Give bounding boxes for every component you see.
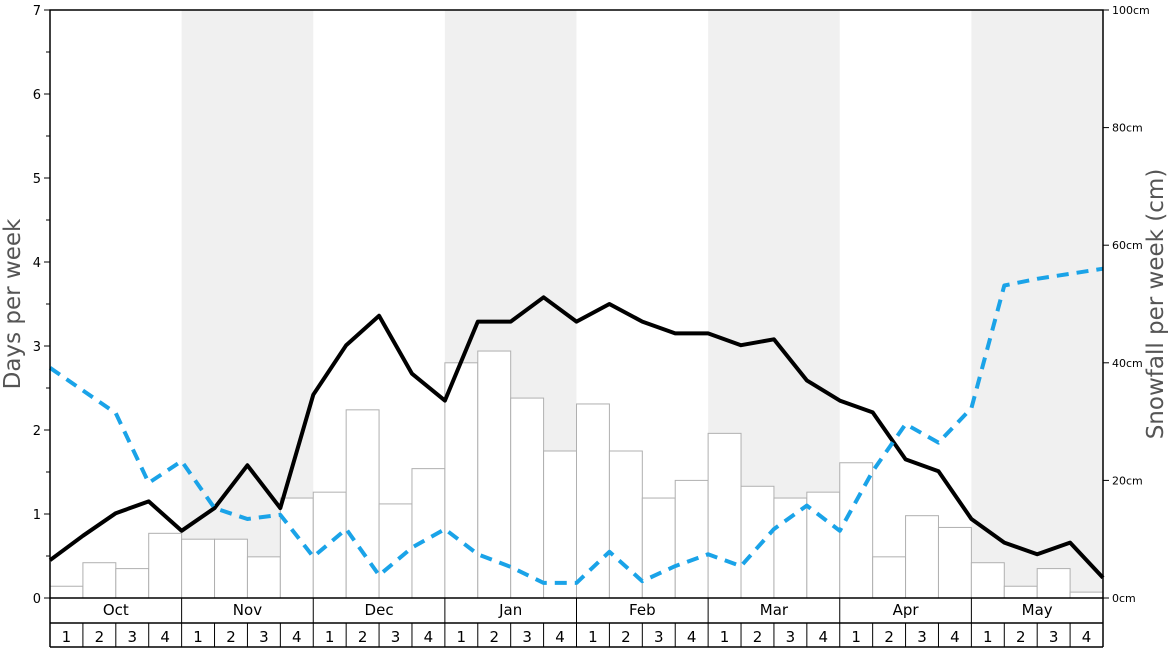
week-label: 3 [522, 628, 532, 646]
week-label: 2 [226, 628, 236, 646]
left-tick-label: 0 [33, 592, 41, 607]
snowfall-bar [707, 432, 742, 599]
snowfall-bar [641, 497, 676, 599]
snowfall-bar [773, 497, 808, 599]
week-label: 2 [884, 628, 894, 646]
month-label: Nov [233, 601, 262, 619]
week-label: 1 [851, 628, 861, 646]
snowfall-bar [608, 450, 643, 599]
snowfall-bar [937, 526, 972, 599]
month-label: Apr [893, 601, 920, 619]
week-label: 4 [687, 628, 697, 646]
week-label: 3 [786, 628, 796, 646]
snowfall-bar [82, 562, 117, 599]
axes: 0 1 2 3 4 5 6 7 0cm 20cm 40cm 60cm 80cm 100cm [33, 4, 1150, 607]
left-tick-label: 4 [33, 256, 41, 271]
day-lines [48, 266, 1105, 585]
week-label: 3 [1049, 628, 1059, 646]
week-label: 2 [358, 628, 368, 646]
week-label: 2 [753, 628, 763, 646]
week-label: 3 [391, 628, 401, 646]
snowfall-bar [674, 479, 709, 599]
snowfall-bar [477, 350, 512, 599]
month-label: Feb [629, 601, 656, 619]
right-tick-label: 20cm [1112, 474, 1143, 487]
week-label: 1 [457, 628, 467, 646]
snowfall-bar [905, 515, 939, 599]
snowfall-bars [49, 350, 1104, 599]
week-label: 4 [1082, 628, 1092, 646]
snowfall-bar [148, 532, 183, 599]
week-label: 4 [160, 628, 170, 646]
week-label: 3 [654, 628, 664, 646]
snowfall-bar [49, 585, 84, 599]
week-label: 1 [983, 628, 993, 646]
week-label: 4 [555, 628, 565, 646]
snowfall-bar [1003, 585, 1038, 599]
month-shade-may [971, 10, 1103, 598]
week-label: 2 [95, 628, 105, 646]
snowfall-bar [740, 485, 775, 599]
right-tick-label: 100cm [1112, 4, 1150, 17]
week-label: 4 [424, 628, 434, 646]
snowfall-bar [510, 397, 545, 599]
week-label: 3 [127, 628, 137, 646]
left-tick-label: 7 [33, 4, 41, 19]
snowfall-bar [1069, 591, 1104, 599]
snowfall-bar [115, 568, 150, 599]
month-label: Jan [498, 601, 522, 619]
snowfall-bar [214, 538, 248, 599]
left-tick-label: 2 [33, 424, 41, 439]
left-tick-label: 5 [33, 172, 41, 187]
week-label: 4 [950, 628, 960, 646]
right-axis-title: Snowfall per week (cm) [1143, 169, 1168, 440]
month-label: Oct [103, 601, 129, 619]
snowfall-bar [543, 450, 577, 599]
week-label: 1 [720, 628, 730, 646]
right-tick-label: 40cm [1112, 357, 1143, 370]
month-label: May [1022, 601, 1053, 619]
left-axis-title: Days per week [0, 218, 26, 389]
week-label: 1 [193, 628, 203, 646]
week-label: 4 [292, 628, 302, 646]
right-tick-label: 0cm [1112, 592, 1136, 605]
week-label: 3 [917, 628, 927, 646]
right-tick-label: 60cm [1112, 239, 1143, 252]
snowfall-bar [970, 562, 1005, 599]
snowfall-bar [1036, 568, 1071, 599]
snowfall-bar [181, 538, 216, 599]
x-axis: Oct 1 2 3 4 Nov 1 2 3 4 Dec 1 2 3 4 Jan 1 2 3 4 Feb 1 2 3 4 Mar 1 2… [49, 598, 1104, 648]
left-tick-label: 3 [33, 340, 41, 355]
solid-series-line [48, 295, 1105, 580]
week-label: 2 [1016, 628, 1026, 646]
month-label: Mar [760, 601, 789, 619]
week-label: 4 [819, 628, 829, 646]
snowfall-bar [312, 491, 347, 599]
week-label: 1 [325, 628, 335, 646]
left-tick-label: 6 [33, 88, 41, 103]
week-label: 1 [62, 628, 72, 646]
snowfall-bar [806, 491, 841, 599]
snowfall-bar [246, 556, 281, 599]
snowfall-bar [444, 362, 479, 599]
month-label: Dec [365, 601, 394, 619]
week-label: 3 [259, 628, 269, 646]
snowfall-bar [872, 556, 907, 599]
left-tick-label: 1 [33, 508, 41, 523]
week-label: 1 [588, 628, 598, 646]
week-label: 2 [621, 628, 631, 646]
dashed-series-line [48, 266, 1104, 585]
week-label: 2 [489, 628, 499, 646]
right-tick-label: 80cm [1112, 122, 1143, 135]
